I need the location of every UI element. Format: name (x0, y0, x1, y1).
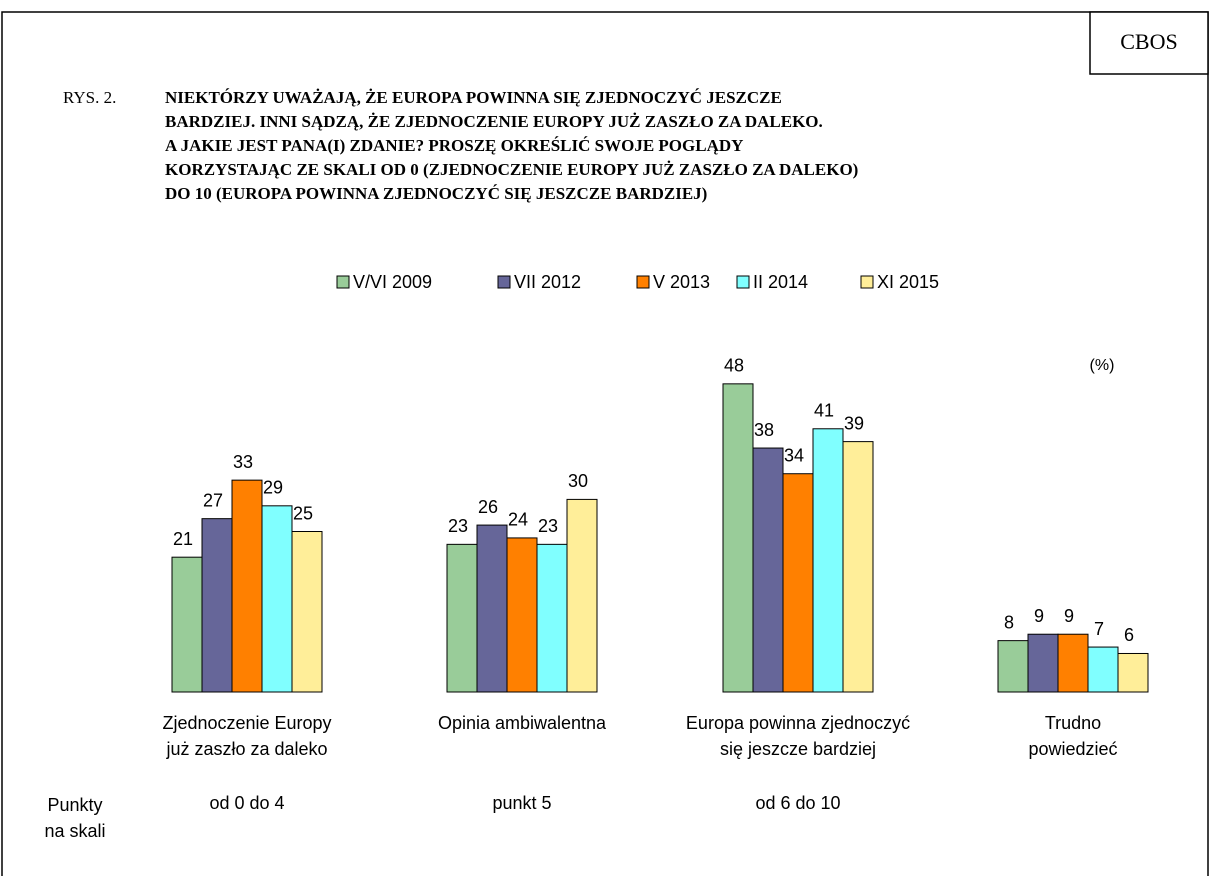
bar (1117, 652, 1149, 693)
bar (1027, 633, 1059, 693)
scale-point: punkt 5 (492, 793, 552, 813)
legend-swatch (636, 275, 650, 289)
value-label: 25 (293, 503, 313, 523)
bar (261, 505, 293, 693)
bar (752, 447, 784, 693)
value-label: 33 (233, 452, 253, 472)
legend-swatch (860, 275, 874, 289)
value-label: 9 (1034, 606, 1044, 626)
bar (446, 543, 478, 693)
value-label: 48 (724, 356, 744, 376)
value-label: 30 (568, 471, 588, 491)
legend-label: V 2013 (653, 272, 710, 292)
value-label: 8 (1004, 612, 1014, 632)
title-line: KORZYSTAJĄC ZE SKALI OD 0 (ZJEDNOCZENIE … (165, 160, 858, 179)
title-line: A JAKIE JEST PANA(I) ZDANIE? PROSZĘ OKRE… (165, 136, 743, 155)
bar (997, 640, 1029, 693)
scale-point: od 0 do 4 (209, 793, 285, 813)
legend-swatch (336, 275, 350, 289)
bar (782, 473, 814, 693)
bar (536, 543, 568, 693)
bar (566, 498, 598, 693)
bar (231, 479, 263, 693)
x-tick-label: Trudno powiedzieć (1028, 713, 1118, 759)
scale-title: Punkty na skali (44, 795, 106, 841)
value-label: 21 (173, 529, 193, 549)
value-label: 24 (508, 510, 528, 530)
figure-label: RYS. 2. (63, 88, 116, 107)
value-label: 41 (814, 401, 834, 421)
value-label: 6 (1124, 625, 1134, 645)
frame (1, 11, 1209, 876)
legend-label: V/VI 2009 (353, 272, 432, 292)
value-label: 23 (538, 516, 558, 536)
unit-label: (%) (1090, 357, 1115, 374)
value-label: 9 (1064, 606, 1074, 626)
bar (201, 518, 233, 693)
bar (1057, 633, 1089, 693)
legend-label: II 2014 (753, 272, 808, 292)
value-label: 23 (448, 516, 468, 536)
bar (722, 383, 754, 693)
legend-swatch (736, 275, 750, 289)
legend-swatch (497, 275, 511, 289)
bar (291, 531, 323, 693)
source-box (1089, 11, 1209, 75)
value-label: 7 (1094, 619, 1104, 639)
title-line: NIEKTÓRZY UWAŻAJĄ, ŻE EUROPA POWINNA SIĘ… (165, 88, 782, 107)
title-line: DO 10 (EUROPA POWINNA ZJEDNOCZYĆ SIĘ JES… (165, 184, 707, 203)
bar (842, 441, 874, 693)
bar (506, 537, 538, 693)
bar (1087, 646, 1119, 693)
value-label: 29 (263, 478, 283, 498)
source: CBOS (1120, 29, 1177, 54)
x-tick-label: Europa powinna zjednoczyć się jeszcze ba… (685, 713, 911, 759)
value-label: 38 (754, 420, 774, 440)
title-line: BARDZIEJ. INNI SĄDZĄ, ŻE ZJEDNOCZENIE EU… (165, 112, 823, 131)
value-label: 27 (203, 490, 223, 510)
bar (476, 524, 508, 693)
bar (171, 556, 203, 693)
bar (812, 428, 844, 693)
value-label: 26 (478, 497, 498, 517)
x-tick-label: Opinia ambiwalentna (437, 713, 607, 733)
legend-label: VII 2012 (514, 272, 581, 292)
x-tick-label: Zjednoczenie Europy już zaszło za daleko (162, 713, 332, 759)
legend-label: XI 2015 (877, 272, 939, 292)
value-label: 34 (784, 445, 804, 465)
value-label: 39 (844, 413, 864, 433)
scale-point: od 6 do 10 (755, 793, 841, 813)
